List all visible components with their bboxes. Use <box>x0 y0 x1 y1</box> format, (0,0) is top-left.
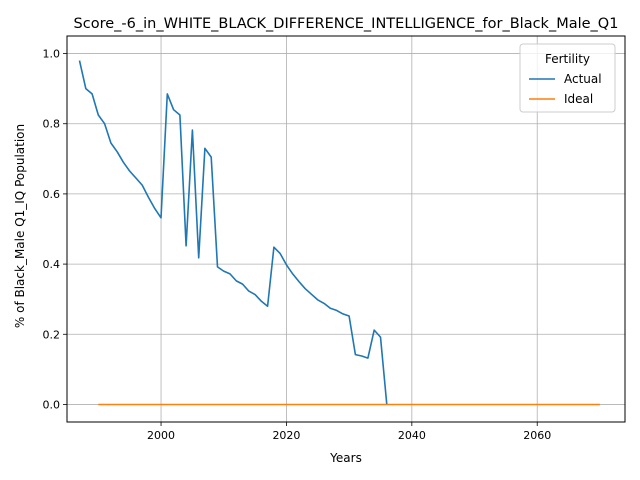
chart-title: Score_-6_in_WHITE_BLACK_DIFFERENCE_INTEL… <box>74 16 619 32</box>
y-axis-label: % of Black_Male Q1_IQ Population <box>13 124 27 328</box>
series-lines <box>78 60 600 406</box>
y-tick-label: 0.0 <box>43 398 61 411</box>
legend-label-ideal: Ideal <box>564 92 593 106</box>
y-axis-ticks: 0.0 0.2 0.4 0.6 0.8 1.0 <box>43 48 67 411</box>
legend-box <box>519 43 616 113</box>
series-line-actual <box>78 60 388 405</box>
y-tick-label: 0.4 <box>43 258 61 271</box>
x-axis-ticks: 2000 2020 2040 2060 <box>147 422 551 442</box>
x-tick-label: 2040 <box>398 429 426 442</box>
x-tick-label: 2020 <box>272 429 300 442</box>
legend: Fertility Actual Ideal <box>519 43 616 113</box>
legend-title: Fertility <box>545 52 590 66</box>
y-tick-label: 1.0 <box>43 48 61 61</box>
y-tick-label: 0.8 <box>43 118 61 131</box>
x-axis-label: Years <box>329 451 362 465</box>
plot-frame <box>66 35 626 423</box>
legend-label-actual: Actual <box>564 72 602 86</box>
y-tick-label: 0.6 <box>43 188 61 201</box>
x-tick-label: 2000 <box>147 429 175 442</box>
y-tick-label: 0.2 <box>43 328 61 341</box>
x-tick-label: 2060 <box>523 429 551 442</box>
